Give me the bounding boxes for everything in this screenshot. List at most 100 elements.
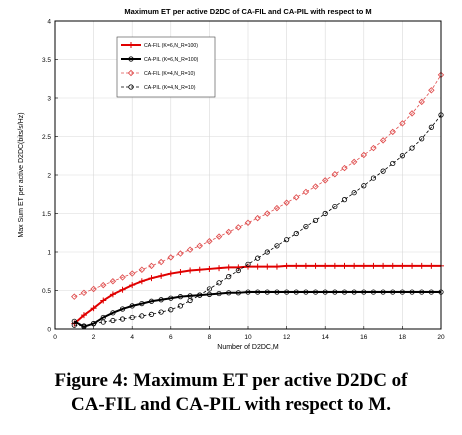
data-point	[158, 297, 164, 303]
data-point	[360, 151, 368, 159]
data-point	[186, 246, 194, 253]
data-point	[399, 262, 406, 269]
data-point	[419, 136, 425, 142]
data-point	[390, 289, 396, 295]
data-point	[341, 289, 348, 295]
legend-marker	[128, 56, 134, 62]
data-point	[206, 286, 212, 292]
data-point	[428, 124, 434, 130]
data-point	[90, 285, 97, 293]
data-point	[119, 316, 126, 322]
data-point	[418, 262, 425, 269]
y-axis-label: Max Sum ET per active D2DC(bits/s/Hz)	[18, 112, 25, 237]
y-tick-label: 4	[47, 19, 51, 26]
legend: CA-FIL (K=6,N_R=100) CA-PIL (K=6,N_R=100)…	[116, 36, 216, 98]
data-point	[245, 261, 251, 267]
figure-caption-line-1: Figure 4: Maximum ET per active D2DC of	[54, 370, 408, 391]
x-tick-label: 10	[244, 334, 252, 341]
data-point	[360, 262, 367, 269]
data-point	[399, 120, 406, 127]
data-point	[351, 262, 358, 269]
data-point	[322, 262, 329, 269]
data-point	[293, 289, 299, 295]
data-point	[389, 128, 396, 136]
legend-label: CA-PIL (K=4,N_R=10)	[144, 85, 196, 91]
data-point	[81, 323, 87, 329]
x-tick-label: 0	[53, 334, 57, 341]
data-point	[225, 228, 232, 236]
data-point	[216, 290, 222, 297]
data-point	[148, 298, 155, 304]
data-point	[312, 217, 319, 224]
y-tick-label: 2	[47, 173, 51, 180]
data-point	[283, 237, 290, 243]
data-point	[341, 164, 348, 172]
y-tick-label: 0.5	[42, 288, 51, 295]
x-tick-label: 20	[437, 334, 445, 341]
data-point	[332, 289, 338, 295]
data-point	[409, 145, 415, 151]
data-point	[312, 262, 319, 269]
data-point	[428, 87, 435, 94]
data-point	[167, 270, 174, 277]
data-point	[254, 214, 261, 222]
data-point	[379, 137, 387, 144]
data-point	[321, 177, 329, 184]
data-point	[100, 281, 107, 289]
data-point	[408, 110, 416, 117]
data-point	[409, 262, 416, 269]
data-point	[71, 293, 78, 300]
data-point	[110, 310, 116, 316]
data-point	[255, 289, 261, 295]
data-point	[341, 262, 348, 269]
data-point	[157, 258, 165, 266]
data-point	[110, 317, 116, 324]
data-point	[370, 175, 377, 181]
data-point	[390, 160, 396, 167]
data-point	[274, 243, 280, 249]
data-point	[215, 233, 223, 240]
data-point	[119, 286, 126, 293]
data-point	[71, 322, 77, 328]
data-point	[380, 168, 386, 174]
data-point	[293, 230, 299, 237]
data-point	[399, 153, 405, 159]
data-point	[322, 289, 328, 295]
data-point	[350, 158, 358, 166]
x-tick-label: 18	[399, 334, 407, 341]
data-point	[158, 272, 165, 279]
x-axis-label: Number of D2DC,M	[217, 344, 279, 351]
data-point	[109, 278, 117, 285]
data-point	[235, 290, 241, 296]
y-tick-label: 2.5	[42, 134, 51, 141]
data-point	[177, 250, 184, 257]
data-point	[244, 219, 252, 226]
legend-marker	[128, 84, 134, 90]
x-tick-label: 14	[322, 334, 330, 341]
data-point	[389, 262, 396, 269]
y-tick-label: 1	[47, 250, 51, 257]
data-point	[370, 289, 377, 295]
figure-caption-line-2: CA-FIL and CA-PIL with respect to M.	[70, 394, 391, 415]
data-point	[226, 274, 232, 280]
series-line	[73, 291, 441, 328]
chart: 0 2 4 6 8 10 12 14 16 18 20 0 0.5 1 1.5 2 2.5 3 3.5 4 Maxim…	[18, 7, 445, 351]
data-point	[177, 303, 184, 309]
data-point	[91, 321, 97, 327]
data-point	[196, 242, 203, 250]
data-point	[303, 289, 309, 295]
data-point	[264, 249, 270, 255]
data-point	[177, 269, 184, 276]
data-point	[148, 262, 155, 270]
data-point	[351, 190, 357, 196]
data-point	[293, 194, 300, 201]
ticks: 0 2 4 6 8 10 12 14 16 18 20 0 0.5 1 1.5 2 2.5 3 3.5 4	[42, 19, 445, 342]
data-point	[206, 237, 213, 245]
data-point	[148, 311, 155, 317]
data-point	[138, 278, 145, 285]
data-point	[139, 313, 145, 319]
data-point	[370, 262, 377, 269]
data-point	[196, 266, 203, 273]
data-point	[129, 303, 135, 309]
